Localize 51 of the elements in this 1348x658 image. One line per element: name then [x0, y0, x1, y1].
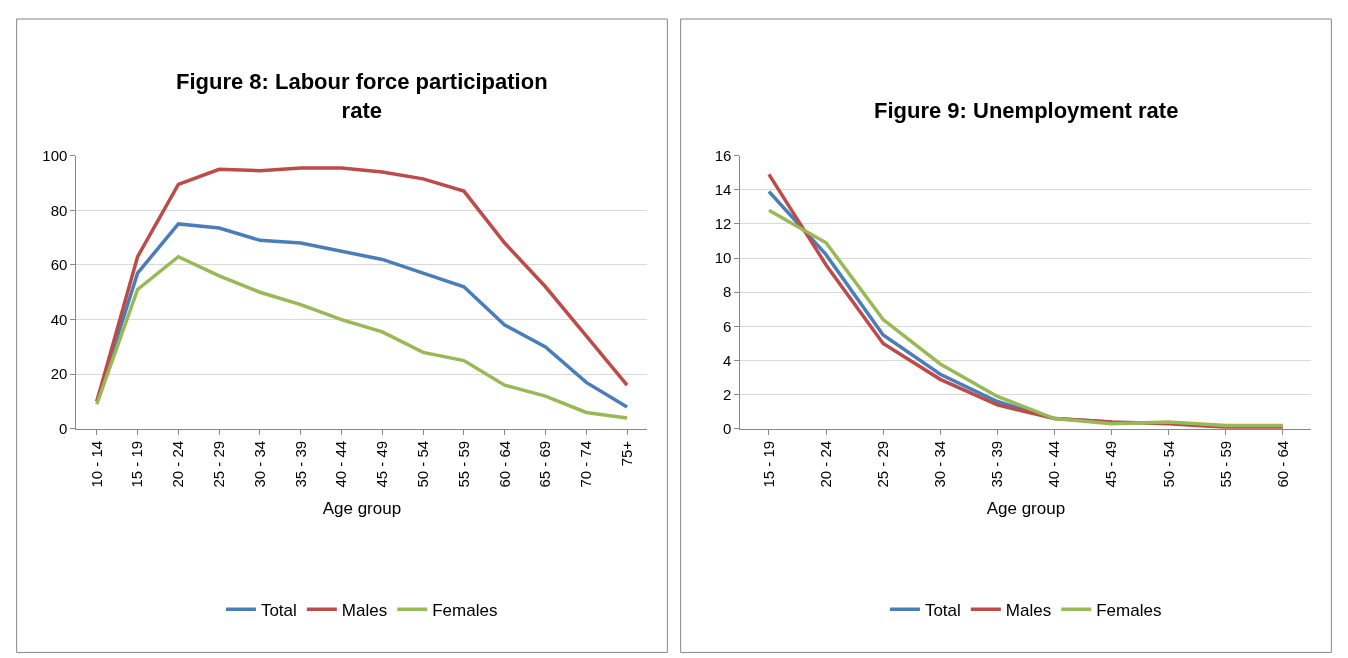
x-tick-label: 60 - 64: [1273, 440, 1291, 488]
y-tick-label: 12: [714, 215, 732, 233]
legend-label: Total: [924, 600, 961, 620]
x-tick-label: 65 - 69: [536, 440, 554, 488]
x-axis-title: Age group: [986, 498, 1066, 518]
line-series: [95, 254, 629, 420]
chart-title: Figure 8: Labour force participation rate: [176, 69, 548, 123]
x-tick-label: 20 - 24: [816, 440, 834, 488]
y-tick-label: 80: [50, 201, 68, 219]
x-tick-label: 50 - 54: [413, 440, 431, 488]
y-tick-label: 20: [50, 365, 68, 383]
x-tick-label: 70 - 74: [577, 440, 595, 488]
y-tick-label: 4: [723, 351, 732, 369]
x-tick-label: 55 - 59: [1216, 440, 1234, 488]
x-axis-title: Age group: [322, 498, 402, 518]
x-tick-label: 50 - 54: [1159, 440, 1177, 488]
y-tick-label: 40: [50, 310, 68, 328]
legend-label: Females: [1096, 600, 1162, 620]
legend-label: Females: [432, 600, 498, 620]
chart-title: Figure 9: Unemployment rate: [874, 98, 1179, 123]
y-tick-label: 0: [59, 420, 68, 438]
x-tick-label: 15 - 19: [759, 440, 777, 488]
x-tick-label: 55 - 59: [454, 440, 472, 488]
y-tick-label: 14: [714, 181, 732, 199]
y-tick-label: 6: [723, 317, 732, 335]
x-tick-label: 25 - 29: [874, 440, 892, 488]
line-series: [95, 166, 629, 404]
x-tick-label: 30 - 34: [931, 440, 949, 488]
y-tick-label: 60: [50, 256, 68, 274]
y-tick-label: 100: [42, 146, 68, 164]
x-tick-label: 40 - 44: [332, 440, 350, 488]
x-tick-label: 15 - 19: [128, 440, 146, 488]
x-tick-label: 10 - 14: [87, 440, 105, 488]
x-tick-label: 45 - 49: [1102, 440, 1120, 488]
legend-label: Total: [260, 600, 297, 620]
legend-label: Males: [341, 600, 388, 620]
x-tick-label: 60 - 64: [495, 440, 513, 488]
x-tick-label: 35 - 39: [291, 440, 309, 488]
legend-label: Males: [1005, 600, 1052, 620]
x-tick-label: 30 - 34: [250, 440, 268, 488]
x-tick-label: 35 - 39: [988, 440, 1006, 488]
x-tick-label: 40 - 44: [1045, 440, 1063, 488]
y-tick-label: 2: [723, 385, 732, 403]
y-tick-label: 8: [723, 283, 732, 301]
x-tick-label: 45 - 49: [373, 440, 391, 488]
y-tick-label: 16: [714, 146, 732, 164]
x-tick-label: 75+: [617, 440, 635, 467]
x-tick-label: 25 - 29: [210, 440, 228, 488]
y-tick-label: 0: [723, 420, 732, 438]
x-tick-label: 20 - 24: [169, 440, 187, 488]
y-tick-label: 10: [714, 249, 732, 267]
